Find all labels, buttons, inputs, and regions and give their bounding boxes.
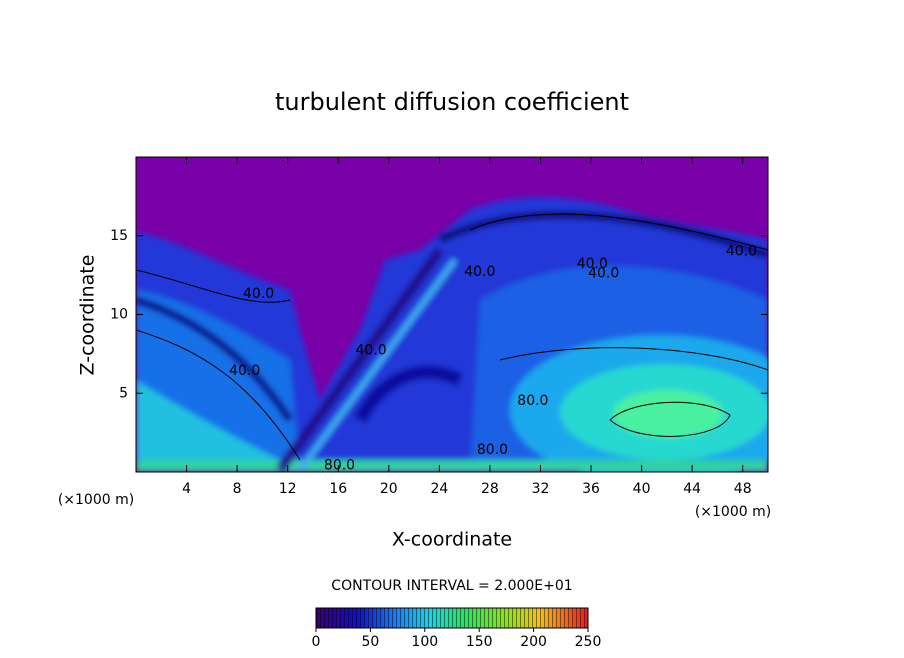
y-tick-label: 10	[110, 307, 128, 323]
contour-label: 40.0	[577, 256, 608, 272]
y-tick-label: 5	[119, 385, 128, 401]
contour-label: 40.0	[726, 244, 757, 260]
colorbar-tick-label: 150	[466, 634, 493, 650]
x-axis-label: X-coordinate	[392, 529, 512, 551]
x-unit: (×1000 m)	[695, 504, 771, 520]
field	[136, 157, 768, 472]
contour-interval: CONTOUR INTERVAL = 2.000E+01	[331, 578, 572, 594]
y-unit: (×1000 m)	[58, 492, 134, 508]
colorbar-tick-label: 50	[361, 634, 379, 650]
contour-label: 80.0	[477, 442, 508, 458]
x-tick-label: 12	[279, 481, 297, 497]
x-tick-label: 40	[633, 481, 651, 497]
x-tick-label: 36	[582, 481, 600, 497]
y-axis-label: Z-coordinate	[77, 255, 99, 376]
colorbar-tick-label: 100	[411, 634, 438, 650]
colorbar-tick-label: 0	[312, 634, 321, 650]
contour-label: 80.0	[517, 393, 548, 409]
x-tick-label: 32	[532, 481, 550, 497]
contour-label: 40.0	[464, 264, 495, 280]
x-tick-label: 24	[430, 481, 448, 497]
contour-label: 40.0	[229, 363, 260, 379]
x-tick-label: 28	[481, 481, 499, 497]
contour-label: 40.0	[243, 286, 274, 302]
x-tick-label: 16	[329, 481, 347, 497]
contour-label: 80.0	[324, 458, 355, 474]
y-tick-label: 15	[110, 228, 128, 244]
x-tick-label: 4	[182, 481, 191, 497]
colorbar-frame	[315, 607, 589, 629]
x-tick-label: 20	[380, 481, 398, 497]
contour-label: 40.0	[588, 266, 619, 282]
colorbar-tick-label: 250	[575, 634, 602, 650]
chart-title: turbulent diffusion coefficient	[275, 88, 629, 116]
colorbar-tick-label: 200	[520, 634, 547, 650]
contour-label: 40.0	[356, 343, 387, 359]
x-tick-label: 8	[233, 481, 242, 497]
x-tick-label: 48	[734, 481, 752, 497]
x-tick-label: 44	[683, 481, 701, 497]
